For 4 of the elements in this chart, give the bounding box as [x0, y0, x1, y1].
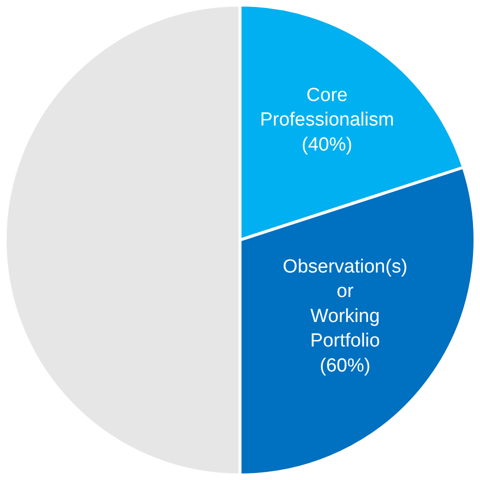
slice-label: Observation(s) or Working Portfolio	[282, 256, 408, 352]
data-label: (40%)	[302, 134, 352, 156]
slice-label: Core Professionalism	[260, 85, 394, 131]
data-label: (60%)	[320, 355, 370, 376]
